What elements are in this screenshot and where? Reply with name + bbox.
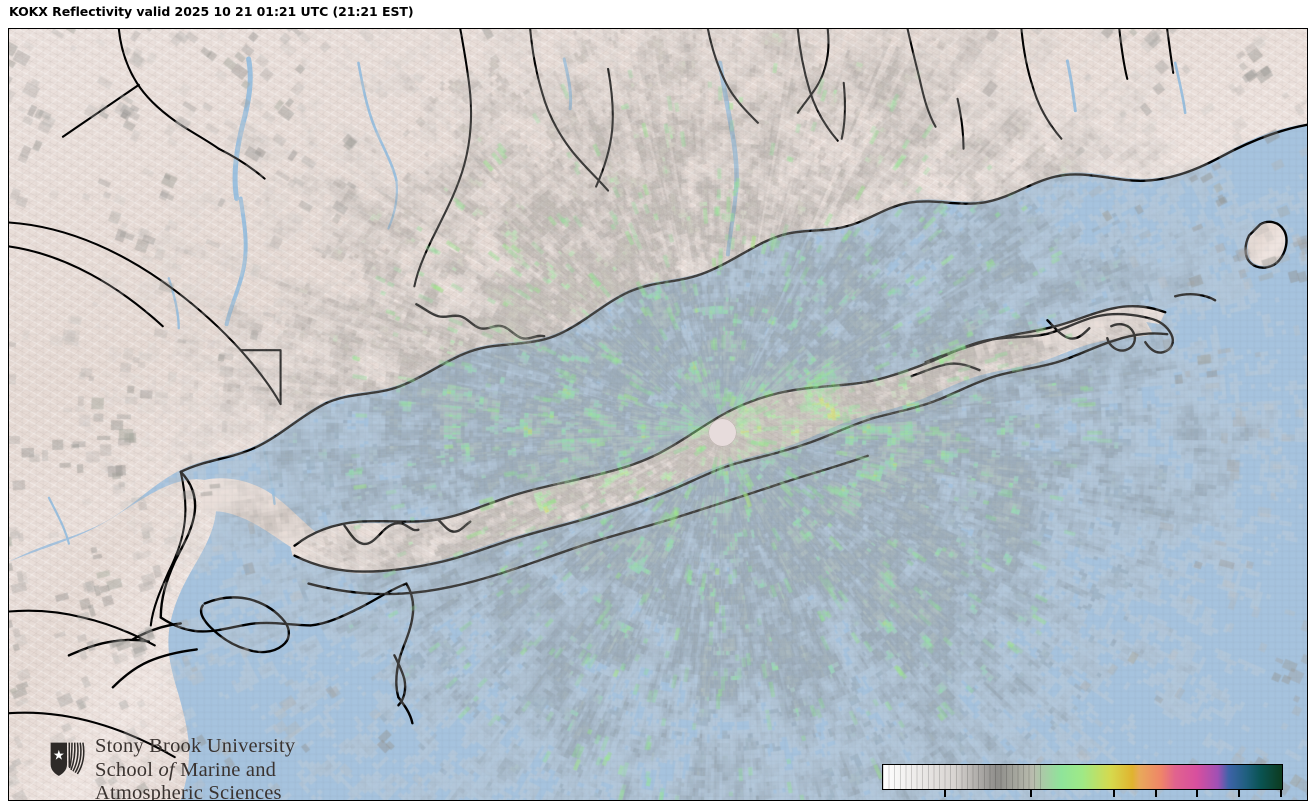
basemap-vector-layer <box>9 29 1307 800</box>
colorbar-gradient <box>883 765 1282 789</box>
logo-line-3: Atmospheric Sciences <box>95 782 282 800</box>
colorbar-tick-label: 80 <box>1271 797 1291 800</box>
colorbar-tick <box>1238 790 1240 797</box>
logo-line-2: School of Marine and <box>95 758 277 781</box>
colorbar-tick-label: 60 <box>1187 797 1207 800</box>
colorbar-tick <box>1155 790 1157 797</box>
colorbar-tick-label: 70 <box>1229 797 1249 800</box>
radar-site-cone-of-silence <box>708 418 736 446</box>
page-title: KOKX Reflectivity valid 2025 10 21 01:21… <box>9 4 414 19</box>
map-frame: Stony Brook University School of Marine … <box>8 28 1308 801</box>
colorbar-tick-label: 20 <box>1021 797 1041 800</box>
logo-line-1: Stony Brook University <box>95 735 296 757</box>
colorbar-tick-label: 0 <box>940 797 950 800</box>
map-canvas: Stony Brook University School of Marine … <box>9 29 1307 800</box>
sbu-somas-logo: Stony Brook University School of Marine … <box>47 735 309 800</box>
colorbar-tick <box>1196 790 1198 797</box>
colorbar-banding-overlay <box>883 765 1045 789</box>
colorbar-gradient-box <box>882 764 1283 790</box>
colorbar-tick <box>1030 790 1032 797</box>
colorbar-tick <box>944 790 946 797</box>
shield-with-star-icon <box>50 742 85 776</box>
reflectivity-colorbar: 0 20 40 50 60 70 80 <box>874 760 1291 800</box>
colorbar-tick-label: 40 <box>1104 797 1124 800</box>
colorbar-tick-label: 50 <box>1146 797 1166 800</box>
colorbar-tick <box>1280 790 1282 797</box>
colorbar-tick <box>1113 790 1115 797</box>
sbu-logo-text: Stony Brook University School of Marine … <box>95 735 295 800</box>
